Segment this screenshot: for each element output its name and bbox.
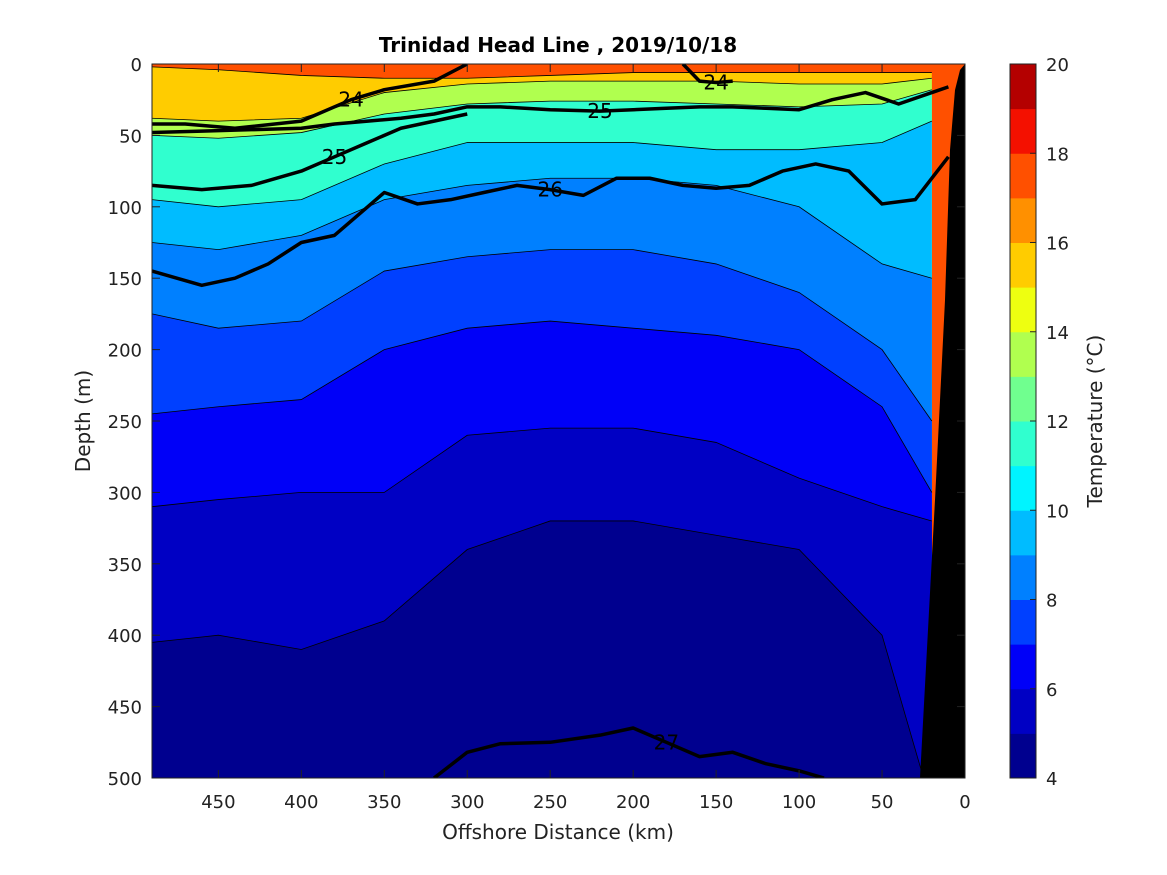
y-tick-label: 400	[108, 626, 142, 647]
x-tick-label: 450	[201, 792, 235, 813]
x-axis-label: Offshore Distance (km)	[442, 820, 674, 844]
isotherm-10	[152, 120, 932, 208]
colorbar-swatch	[1010, 510, 1036, 556]
isotherm-16	[152, 66, 932, 79]
isotherm-14	[152, 77, 932, 122]
chart-title: Trinidad Head Line , 2019/10/18	[379, 33, 737, 57]
colorbar-swatch	[1010, 554, 1036, 600]
colorbar-tick-label: 20	[1046, 55, 1069, 76]
colorbar-swatch	[1010, 599, 1036, 645]
x-axis: 450 400 350 300 250 200 150 100 50 0	[201, 64, 971, 813]
y-axis-label: Depth (m)	[71, 370, 95, 472]
density-contour-27	[432, 726, 825, 778]
colorbar-swatch	[1010, 688, 1036, 734]
y-tick-label: 100	[108, 198, 142, 219]
colorbar-tick-label: 12	[1046, 412, 1069, 433]
x-tick-label: 400	[284, 792, 318, 813]
colorbar-swatch	[1010, 331, 1036, 377]
density-contour-24	[681, 64, 733, 85]
density-contour-24	[152, 64, 469, 131]
colorbar-tick-label: 18	[1046, 144, 1069, 165]
density-contour-26	[152, 155, 950, 288]
colorbar-swatch	[1010, 197, 1036, 243]
colorbar-swatch	[1010, 644, 1036, 690]
density-contour-label: 25	[587, 99, 612, 123]
colorbar-swatch	[1010, 733, 1036, 779]
colorbar-tick-label: 4	[1046, 769, 1057, 790]
x-tick-label: 0	[959, 792, 970, 813]
colorbar-swatch	[1010, 465, 1036, 511]
colorbar-tick-label: 6	[1046, 680, 1057, 701]
y-tick-label: 350	[108, 555, 142, 576]
density-contour-25	[152, 85, 949, 135]
x-tick-label: 150	[699, 792, 733, 813]
x-tick-label: 100	[782, 792, 816, 813]
y-tick-label: 450	[108, 698, 142, 719]
band-below-5	[152, 520, 924, 778]
temperature-bands	[152, 64, 965, 778]
colorbar-swatch	[1010, 108, 1036, 154]
y-tick-label: 150	[108, 269, 142, 290]
colorbar-swatch	[1010, 242, 1036, 288]
density-contour-label: 24	[338, 88, 363, 112]
colorbar-swatch	[1010, 153, 1036, 199]
y-tick-label: 300	[108, 483, 142, 504]
isotherm-7	[152, 320, 933, 493]
density-contour-label: 24	[703, 71, 728, 95]
density-contour-label: 25	[322, 145, 347, 169]
isotherm-lines	[152, 66, 933, 778]
y-tick-label: 0	[131, 55, 142, 76]
isotherm-6	[152, 427, 932, 522]
x-tick-label: 300	[450, 792, 484, 813]
x-tick-label: 250	[533, 792, 567, 813]
colorbar-tick-label: 10	[1046, 501, 1069, 522]
density-contour-lines: 24 24 25 25 26 27	[152, 64, 950, 778]
y-tick-label: 200	[108, 341, 142, 362]
colorbar-tick-label: 8	[1046, 591, 1057, 612]
x-tick-label: 50	[871, 792, 894, 813]
x-tick-label: 200	[616, 792, 650, 813]
colorbar-tick-label: 14	[1046, 323, 1069, 344]
y-axis: 0 50 100 150 200 250 300 350 400 450 500	[108, 55, 965, 790]
colorbar-swatch	[1010, 287, 1036, 333]
isotherm-8	[152, 249, 933, 422]
colorbar-swatch	[1010, 376, 1036, 422]
colorbar-label: Temperature (°C)	[1083, 335, 1107, 509]
y-tick-label: 250	[108, 412, 142, 433]
isotherm-12	[152, 89, 932, 139]
plot-area: 24 24 25 25 26 27	[151, 63, 966, 779]
density-contour-label: 27	[654, 730, 679, 754]
y-tick-label: 50	[119, 126, 142, 147]
colorbar-swatch	[1010, 64, 1036, 110]
x-tick-label: 350	[367, 792, 401, 813]
density-contour-label: 26	[537, 178, 562, 202]
colorbar-swatch	[1010, 421, 1036, 467]
colorbar-tick-label: 16	[1046, 234, 1069, 255]
isotherm-5	[152, 520, 924, 778]
colorbar: 4 6 8 10 12 14 16 18 20	[1009, 55, 1069, 790]
isotherm-9	[152, 177, 932, 279]
seafloor-bathymetry	[920, 64, 965, 778]
density-contour-25	[152, 112, 468, 192]
y-tick-label: 500	[108, 769, 142, 790]
